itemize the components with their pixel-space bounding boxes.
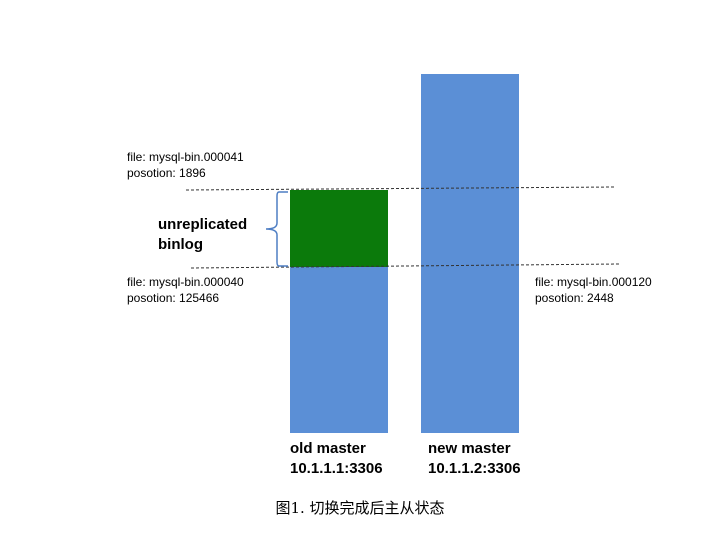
top-dashed-line (185, 186, 615, 191)
old-master-bar (290, 267, 388, 433)
new-master-name: new master (428, 440, 511, 457)
old-marker-position: posotion: 125466 (127, 291, 220, 305)
new-master-marker: file: mysql-bin.000120 posotion: 2448 (535, 274, 652, 306)
new-master-address: 10.1.1.2:3306 (428, 460, 521, 477)
brace-icon (265, 191, 288, 267)
new-master-bar (421, 74, 519, 433)
old-master-label: old master 10.1.1.1:3306 (290, 439, 383, 479)
old-master-name: old master (290, 440, 366, 457)
top-marker-position: posotion: 1896 (127, 166, 206, 180)
new-marker-file: file: mysql-bin.000120 (535, 275, 652, 289)
old-master-marker: file: mysql-bin.000040 posotion: 125466 (127, 274, 244, 306)
unreplicated-label-line1: unreplicated (158, 216, 248, 233)
old-master-address: 10.1.1.1:3306 (290, 460, 383, 477)
new-master-label: new master 10.1.1.2:3306 (428, 439, 521, 479)
top-marker-file: file: mysql-bin.000041 (127, 150, 244, 164)
unreplicated-binlog-block (290, 190, 388, 267)
bottom-dashed-line (190, 263, 620, 269)
old-marker-file: file: mysql-bin.000040 (127, 275, 244, 289)
unreplicated-label: unreplicated binlog (158, 215, 247, 255)
unreplicated-label-line2: binlog (158, 236, 203, 253)
top-marker: file: mysql-bin.000041 posotion: 1896 (127, 149, 244, 181)
new-marker-position: posotion: 2448 (535, 291, 614, 305)
figure-caption: 图1. 切换完成后主从状态 (275, 499, 445, 517)
